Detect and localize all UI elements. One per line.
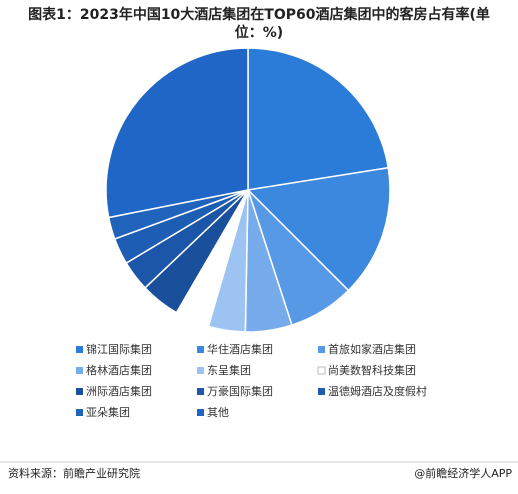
legend-label: 尚美数智科技集团 [328,363,416,377]
legend-swatch [76,409,83,416]
legend-label: 华住酒店集团 [207,342,273,356]
pie-slice [105,47,249,219]
legend-label: 东呈集团 [207,363,251,377]
chart-title: 图表1：2023年中国10大酒店集团在TOP60酒店集团中的客房占有率(单位：%… [28,7,490,41]
legend-swatch [76,367,83,374]
credit: @前瞻经济学人APP [414,466,512,480]
legend-swatch [76,388,83,395]
legend-label: 温德姆酒店及度假村 [328,384,427,398]
legend-label: 格林酒店集团 [86,363,152,377]
legend-swatch [317,366,326,375]
legend-label: 亚朵集团 [86,405,130,419]
legend-swatch [197,388,204,395]
pie-slice [247,47,390,191]
legend-label: 其他 [207,406,229,419]
pie-slice [246,166,391,292]
legend-swatch [197,346,204,353]
legend-label: 锦江国际集团 [86,342,152,356]
legend-label: 洲际酒店集团 [86,384,152,398]
legend-label: 首旅如家酒店集团 [328,342,416,356]
legend-label: 万豪国际集团 [207,384,273,398]
legend-swatch [197,409,204,416]
legend-swatch [197,367,204,374]
legend-swatch [318,346,325,353]
legend-swatch [76,346,83,353]
legend-swatch [318,388,325,395]
source: 资料来源：前瞻产业研究院 [8,466,140,480]
